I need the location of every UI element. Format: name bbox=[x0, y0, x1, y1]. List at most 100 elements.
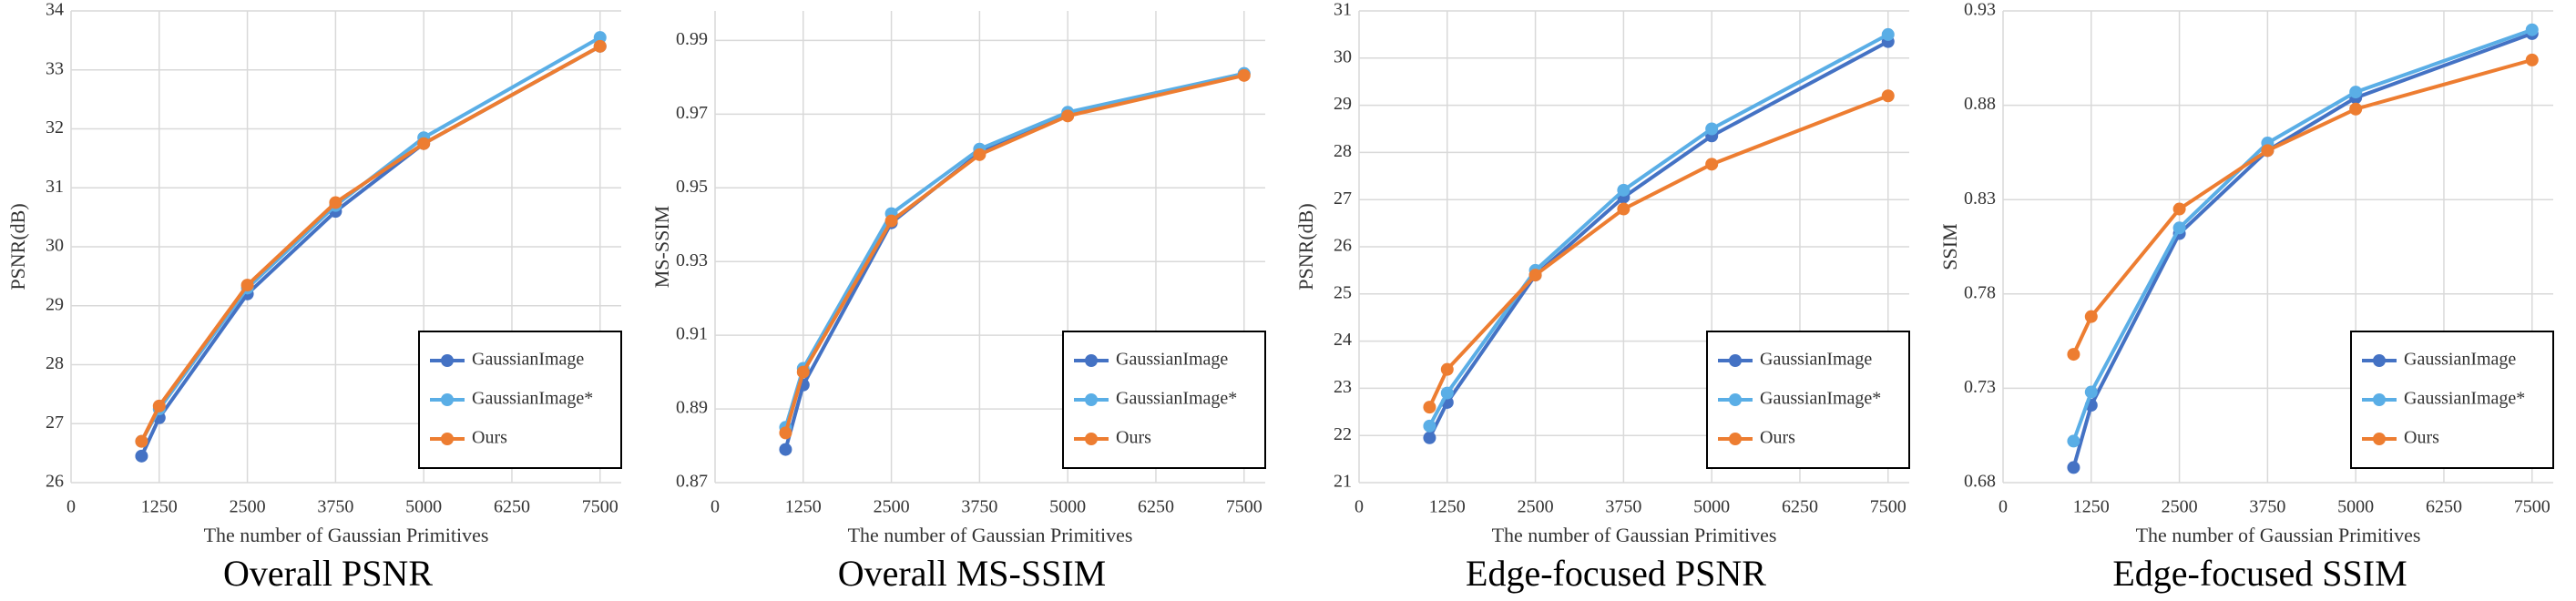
legend-marker bbox=[1729, 354, 1742, 367]
legend-marker bbox=[1085, 393, 1098, 406]
legend-label: Ours bbox=[2404, 428, 2439, 448]
x-tick-label: 5000 bbox=[1693, 497, 1730, 517]
chart-title: Edge-focused SSIM bbox=[2112, 553, 2407, 594]
legend-marker bbox=[2373, 393, 2386, 406]
y-tick-label: 34 bbox=[46, 0, 64, 20]
data-point bbox=[2261, 144, 2274, 158]
chart-title: Overall MS-SSIM bbox=[838, 553, 1106, 594]
data-point bbox=[1617, 183, 1630, 197]
legend-label: GaussianImage bbox=[1116, 350, 1228, 370]
y-axis-label: PSNR(dB) bbox=[6, 203, 29, 290]
y-tick-label: 30 bbox=[1334, 46, 1352, 66]
x-tick-label: 7500 bbox=[582, 497, 618, 517]
x-tick-label: 5000 bbox=[405, 497, 442, 517]
chart-panel: 0.68 0.73 0.78 0.83 0.88 0.93 0 1250 2500 3750 500… bbox=[1938, 0, 2554, 594]
data-point bbox=[1423, 431, 1436, 444]
x-tick-label: 1250 bbox=[2073, 497, 2110, 517]
series-line bbox=[2071, 31, 2533, 468]
y-tick-label: 0.89 bbox=[676, 398, 708, 418]
series-line bbox=[2071, 57, 2533, 355]
data-point bbox=[1705, 122, 1719, 136]
data-point bbox=[1237, 68, 1251, 82]
data-point bbox=[2172, 221, 2186, 235]
data-point bbox=[779, 443, 792, 456]
chart-title: Edge-focused PSNR bbox=[1466, 553, 1766, 594]
y-tick-label: 28 bbox=[46, 353, 64, 373]
x-tick-label: 2500 bbox=[2162, 497, 2198, 517]
y-tick-label: 23 bbox=[1334, 377, 1352, 397]
y-tick-label: 28 bbox=[1334, 141, 1352, 161]
series-line bbox=[2071, 27, 2533, 443]
legend-marker bbox=[2373, 354, 2386, 367]
data-point bbox=[2084, 310, 2098, 323]
data-point bbox=[2349, 86, 2363, 99]
x-tick-label: 6250 bbox=[1138, 497, 1174, 517]
legend-marker bbox=[441, 433, 454, 445]
legend-marker bbox=[441, 354, 454, 367]
data-point bbox=[1617, 202, 1630, 216]
legend-marker bbox=[1085, 433, 1098, 445]
legend-marker bbox=[1729, 393, 1742, 406]
x-tick-label: 0 bbox=[710, 497, 720, 517]
x-axis-label: The number of Gaussian Primitives bbox=[848, 524, 1133, 546]
y-tick-label: 30 bbox=[46, 236, 64, 256]
x-tick-label: 3750 bbox=[2249, 497, 2285, 517]
data-point bbox=[135, 434, 148, 448]
data-point bbox=[2067, 434, 2080, 448]
chart-panel: 21 22 23 24 25 26 27 28 29 30 31 0 1250 2500 3750 5000 6… bbox=[1294, 0, 1910, 594]
x-tick-label: 5000 bbox=[2337, 497, 2374, 517]
data-point bbox=[2067, 348, 2080, 362]
y-tick-label: 26 bbox=[1334, 236, 1352, 256]
x-axis-label: The number of Gaussian Primitives bbox=[204, 524, 489, 546]
chart-panel: 26 27 28 29 30 31 32 33 34 0 1250 2500 3750 5000 6250 7… bbox=[6, 0, 622, 594]
data-point bbox=[796, 365, 810, 379]
y-tick-label: 0.99 bbox=[676, 29, 708, 49]
data-point bbox=[2525, 23, 2539, 36]
data-point bbox=[2084, 385, 2098, 399]
data-point bbox=[1440, 386, 1454, 400]
legend-label: GaussianImage* bbox=[472, 389, 593, 409]
y-tick-label: 0.88 bbox=[1964, 94, 1996, 114]
x-tick-label: 5000 bbox=[1049, 497, 1086, 517]
y-tick-label: 27 bbox=[46, 413, 64, 433]
data-point bbox=[779, 426, 792, 440]
y-tick-label: 0.83 bbox=[1964, 188, 1996, 209]
y-tick-label: 29 bbox=[1334, 94, 1352, 114]
data-point bbox=[329, 196, 342, 209]
x-tick-label: 7500 bbox=[2514, 497, 2550, 517]
data-point bbox=[1528, 269, 1542, 282]
data-point bbox=[417, 137, 431, 150]
legend-marker bbox=[1729, 433, 1742, 445]
legend-label: GaussianImage bbox=[1760, 350, 1872, 370]
y-tick-label: 26 bbox=[46, 472, 64, 492]
y-tick-label: 24 bbox=[1334, 330, 1352, 350]
data-point bbox=[2172, 202, 2186, 216]
legend-label: GaussianImage* bbox=[1760, 389, 1881, 409]
y-tick-label: 32 bbox=[46, 117, 64, 138]
x-axis-label: The number of Gaussian Primitives bbox=[2136, 524, 2421, 546]
y-tick-label: 31 bbox=[1334, 0, 1352, 20]
data-point bbox=[1705, 158, 1719, 171]
y-tick-label: 0.95 bbox=[676, 177, 708, 197]
x-tick-label: 6250 bbox=[2426, 497, 2462, 517]
x-tick-label: 2500 bbox=[1518, 497, 1554, 517]
x-tick-label: 0 bbox=[66, 497, 76, 517]
y-tick-label: 0.78 bbox=[1964, 282, 1996, 302]
chart-panel: 0.87 0.89 0.91 0.93 0.95 0.97 0.99 0 1250 2500 375… bbox=[650, 11, 1266, 594]
data-point bbox=[1881, 89, 1895, 103]
legend-label: GaussianImage bbox=[472, 350, 584, 370]
legend-label: GaussianImage bbox=[2404, 350, 2516, 370]
y-tick-label: 31 bbox=[46, 177, 64, 197]
data-point bbox=[1061, 109, 1075, 123]
x-tick-label: 0 bbox=[1354, 497, 1364, 517]
y-tick-label: 27 bbox=[1334, 188, 1352, 209]
y-tick-label: 0.87 bbox=[676, 472, 708, 492]
data-point bbox=[2525, 53, 2539, 66]
x-tick-label: 1250 bbox=[785, 497, 822, 517]
x-tick-label: 3750 bbox=[317, 497, 353, 517]
legend-marker bbox=[441, 393, 454, 406]
series-line bbox=[1427, 94, 1889, 408]
chart-title: Overall PSNR bbox=[223, 553, 433, 594]
x-tick-label: 7500 bbox=[1870, 497, 1906, 517]
